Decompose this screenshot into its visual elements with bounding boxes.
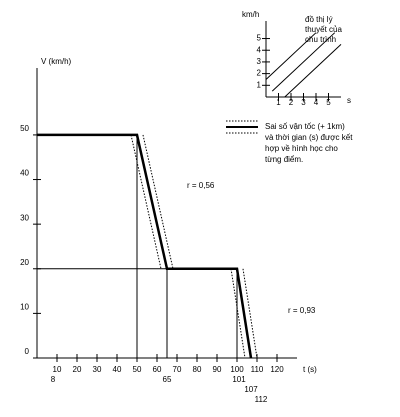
x-tick-label: 120 (270, 365, 284, 374)
note: đồ thị lý (305, 15, 333, 24)
x-axis-label: s (347, 96, 351, 105)
x-tick-label: 4 (314, 98, 319, 107)
note: chu trình (305, 35, 336, 44)
x-tick-label: 2 (289, 98, 294, 107)
x-mark-label: 107 (244, 385, 258, 394)
y-tick-label: 4 (257, 45, 262, 54)
x-tick-label: 40 (113, 365, 122, 374)
annotation: r = 0,93 (288, 306, 316, 315)
x-tick-label: 10 (53, 365, 62, 374)
x-mark-label: 101 (232, 375, 246, 384)
x-tick-label: 20 (73, 365, 82, 374)
x-tick-label: 70 (173, 365, 182, 374)
x-tick-label: 5 (326, 98, 331, 107)
legend-text: và thời gian (s) được kết (265, 133, 353, 142)
x-mark-label: 112 (255, 395, 268, 404)
x-tick-label: 30 (93, 365, 102, 374)
series-line (37, 133, 253, 359)
y-axis-label: km/h (242, 10, 259, 19)
y-tick-label: 3 (257, 57, 262, 66)
y-tick-label: 20 (20, 258, 29, 267)
x-axis-label: t (s) (303, 365, 317, 374)
series-line (130, 134, 258, 359)
series-line (271, 32, 336, 92)
y-tick-label: 0 (25, 347, 30, 356)
x-tick-label: 3 (301, 98, 306, 107)
y-tick-label: 5 (257, 34, 262, 43)
x-tick-label: 90 (213, 365, 222, 374)
y-tick-label: 2 (257, 69, 262, 78)
x-tick-label: 100 (230, 365, 244, 374)
y-tick-label: 10 (20, 302, 29, 311)
x-tick-label: 60 (153, 365, 162, 374)
x-mark-label: 65 (163, 375, 172, 384)
note: thuyết của (305, 25, 342, 34)
y-tick-label: 30 (20, 213, 29, 222)
x-tick-label: 1 (276, 98, 281, 107)
y-tick-label: 50 (20, 124, 29, 133)
series-line (265, 32, 317, 80)
legend-text: hợp về hình học cho (265, 144, 338, 153)
x-mark-label: 8 (51, 375, 56, 384)
y-axis-label: V (km/h) (41, 57, 72, 66)
annotation: r = 0,56 (187, 181, 215, 190)
legend-text: Sai số vận tốc (+ 1km) (265, 122, 345, 131)
y-tick-label: 40 (20, 169, 29, 178)
x-tick-label: 110 (251, 365, 264, 374)
legend-text: từng điểm. (265, 155, 303, 164)
y-tick-label: 1 (257, 80, 262, 89)
x-tick-label: 50 (133, 365, 142, 374)
series-line (284, 44, 342, 98)
x-tick-label: 80 (193, 365, 202, 374)
